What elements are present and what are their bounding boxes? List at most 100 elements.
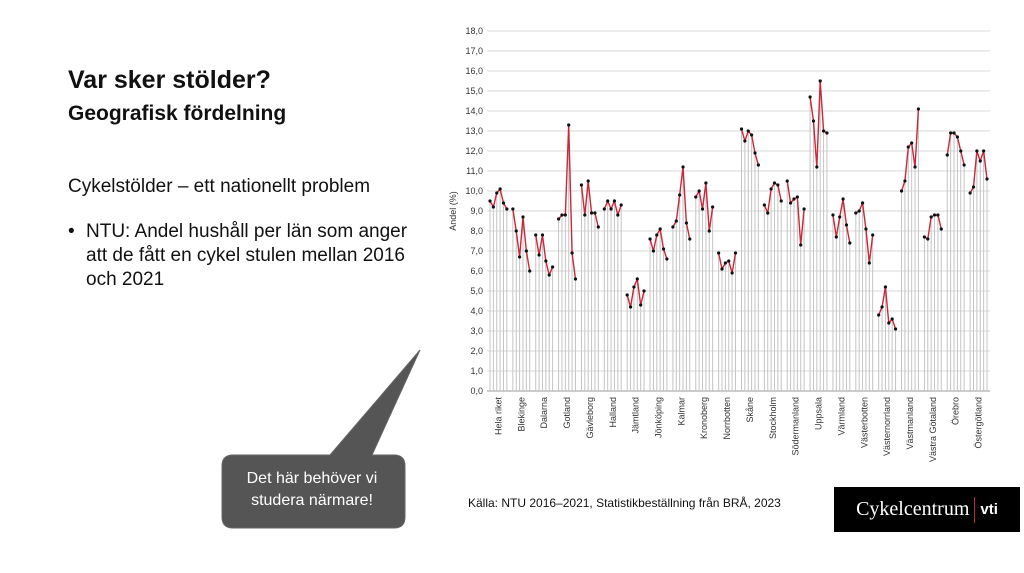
marker <box>560 213 564 217</box>
marker <box>495 191 499 195</box>
x-tick-label: Dalarna <box>539 397 549 429</box>
marker <box>540 233 545 237</box>
line <box>717 252 737 274</box>
marker <box>544 259 548 263</box>
marker <box>488 199 492 203</box>
logo: Cykelcentrum vti <box>834 487 1020 532</box>
marker <box>860 201 865 205</box>
marker <box>606 199 610 203</box>
marker <box>857 209 861 213</box>
marker <box>808 95 812 99</box>
marker <box>547 273 551 277</box>
y-tick-label: 17,0 <box>465 46 483 56</box>
marker <box>952 131 956 135</box>
bullet-dot: • <box>68 221 75 242</box>
line <box>809 80 828 168</box>
marker <box>730 271 734 275</box>
marker <box>720 267 724 271</box>
marker <box>890 317 894 321</box>
marker <box>916 107 921 111</box>
x-tick-label: Jönköping <box>653 397 663 438</box>
marker <box>883 285 888 289</box>
marker <box>762 203 766 207</box>
marker <box>899 189 904 193</box>
marker <box>825 131 829 135</box>
marker <box>769 187 773 191</box>
marker <box>776 183 780 187</box>
marker <box>642 289 646 293</box>
marker <box>978 159 982 163</box>
line <box>763 182 782 216</box>
marker <box>707 229 711 233</box>
y-axis-label: Andel (%) <box>448 191 458 231</box>
x-tick-label: Västerbotten <box>859 397 869 448</box>
x-tick-label: Västra Götaland <box>928 397 938 462</box>
y-tick-label: 3,0 <box>470 326 483 336</box>
marker <box>628 305 633 309</box>
marker <box>658 227 662 231</box>
marker <box>750 133 754 137</box>
logo-text: vti <box>980 501 998 518</box>
x-tick-label: Västmanland <box>905 397 915 450</box>
marker <box>906 145 910 149</box>
line <box>626 276 645 308</box>
y-tick-label: 9,0 <box>470 206 483 216</box>
marker <box>910 141 914 145</box>
x-tick-label: Jämtland <box>631 397 641 434</box>
marker <box>684 221 689 225</box>
source: Källa: NTU 2016–2021, Statistikbeställni… <box>468 496 781 510</box>
marker <box>563 213 567 217</box>
marker <box>871 233 875 237</box>
line <box>558 124 577 280</box>
y-tick-label: 7,0 <box>470 246 483 256</box>
marker <box>602 207 606 211</box>
marker <box>834 235 838 239</box>
marker <box>733 251 738 255</box>
y-tick-label: 4,0 <box>470 306 483 316</box>
marker <box>785 179 789 183</box>
slide-title: Var sker stölder? <box>68 66 271 94</box>
marker <box>922 235 927 239</box>
marker <box>799 243 803 247</box>
marker <box>524 249 528 253</box>
marker <box>854 211 858 215</box>
x-tick-label: Uppsala <box>814 397 824 430</box>
line <box>672 166 691 240</box>
y-tick-label: 13,0 <box>465 126 483 136</box>
marker <box>949 131 953 135</box>
marker <box>579 183 584 187</box>
marker <box>583 213 587 217</box>
marker <box>739 127 744 131</box>
logo-separator <box>974 496 976 523</box>
marker <box>635 277 639 281</box>
y-tick-label: 1,0 <box>470 366 483 376</box>
x-tick-label: Skåne <box>745 397 755 423</box>
marker <box>674 219 678 223</box>
callout-text: Det här behöver vi studera närmare! <box>246 470 378 509</box>
y-tick-label: 14,0 <box>465 106 483 116</box>
y-tick-label: 10,0 <box>465 186 483 196</box>
marker <box>926 237 930 241</box>
marker <box>681 165 685 169</box>
marker <box>717 251 721 255</box>
y-tick-label: 12,0 <box>465 146 483 156</box>
marker <box>932 213 937 217</box>
marker <box>985 177 989 181</box>
x-tick-label: Södermanland <box>791 397 801 456</box>
marker <box>671 225 675 229</box>
y-tick-label: 16,0 <box>465 66 483 76</box>
marker <box>815 165 819 169</box>
marker <box>746 129 750 133</box>
marker <box>655 233 659 237</box>
marker <box>704 181 708 185</box>
x-tick-label: Kronoberg <box>699 397 709 439</box>
marker <box>612 199 617 203</box>
marker <box>848 241 852 245</box>
marker <box>795 195 799 199</box>
marker <box>877 313 881 317</box>
x-tick-label: Halland <box>608 397 618 428</box>
marker <box>929 215 933 219</box>
marker <box>501 201 506 205</box>
marker <box>753 151 757 155</box>
